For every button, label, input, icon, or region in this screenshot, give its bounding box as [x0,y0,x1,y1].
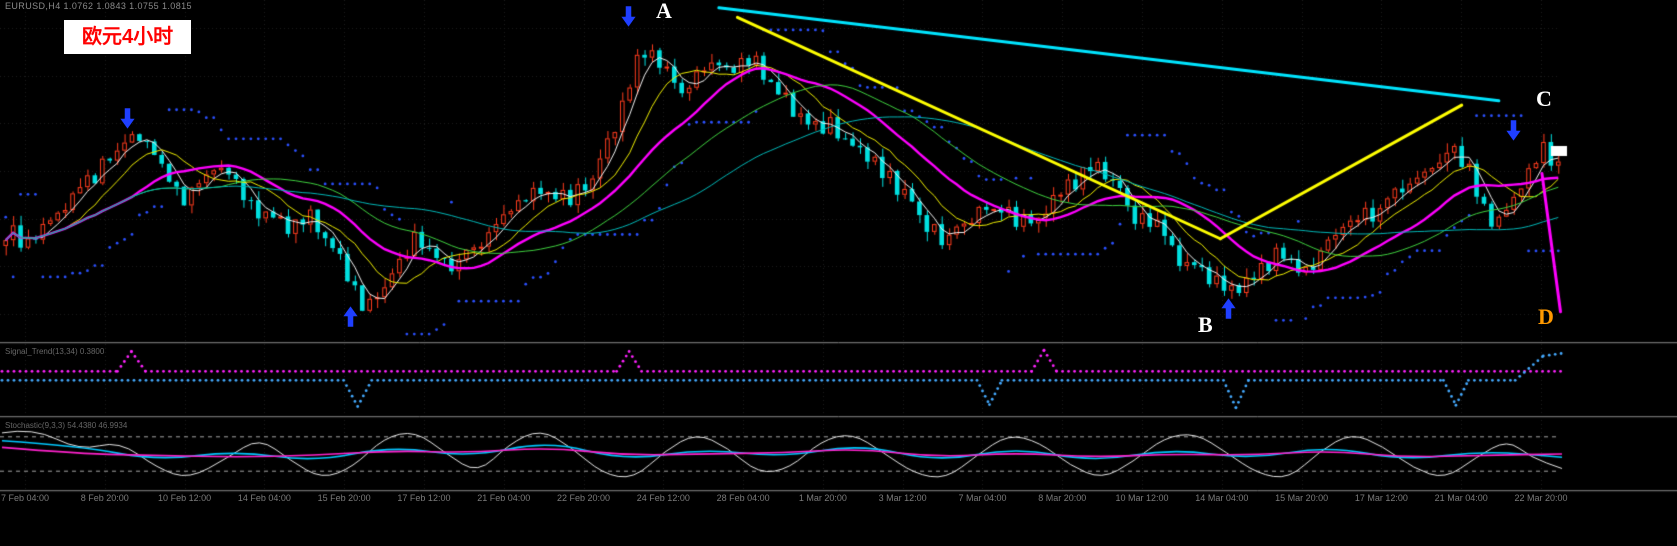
time-axis-label: 1 Mar 20:00 [798,493,847,503]
time-axis-label: 7 Mar 04:00 [958,493,1007,503]
time-axis-label: 28 Feb 04:00 [716,493,770,503]
time-axis-label: 14 Feb 04:00 [237,493,291,503]
indicator1-label: Signal_Trend(13,34) 0.3800 [5,347,105,356]
signal-arrow-down-icon [119,107,136,130]
wave-letter-C: C [1536,86,1552,111]
time-axis-label: 22 Mar 20:00 [1514,493,1568,503]
time-axis-label: 14 Mar 04:00 [1195,493,1249,503]
time-axis-label: 7 Feb 04:00 [0,493,50,503]
wave-letter-B: B [1198,312,1213,337]
indicator2-label: Stochastic(9,3,3) 54.4380 46.9934 [5,421,128,430]
signal-arrow-up-icon [1220,297,1237,320]
time-axis-label: 3 Mar 12:00 [878,493,927,503]
wave-letter-A: A [656,0,672,23]
time-axis-label: 17 Feb 12:00 [397,493,451,503]
time-axis-label: 10 Feb 12:00 [158,493,212,503]
pair-timeframe-label: 欧元4小时 [64,20,192,54]
signal-arrow-down-icon [620,5,637,28]
time-axis-label: 21 Mar 04:00 [1434,493,1488,503]
time-axis-label: 22 Feb 20:00 [556,493,611,503]
time-axis-label: 15 Feb 20:00 [317,493,371,503]
time-axis-label: 10 Mar 12:00 [1115,493,1169,503]
time-axis-label: 24 Feb 12:00 [636,493,690,503]
time-axis-label: 15 Mar 20:00 [1275,493,1329,503]
time-axis-label: 21 Feb 04:00 [477,493,531,503]
symbol-info: EURUSD,H4 1.0762 1.0843 1.0755 1.0815 [5,1,192,11]
time-axis-label: 8 Feb 20:00 [80,493,129,503]
time-axis-label: 17 Mar 12:00 [1354,493,1408,503]
signal-arrow-up-icon [342,305,359,328]
wave-letter-D: D [1538,304,1554,329]
signal-arrow-down-icon [1505,119,1522,142]
time-axis-label: 8 Mar 20:00 [1038,493,1087,503]
